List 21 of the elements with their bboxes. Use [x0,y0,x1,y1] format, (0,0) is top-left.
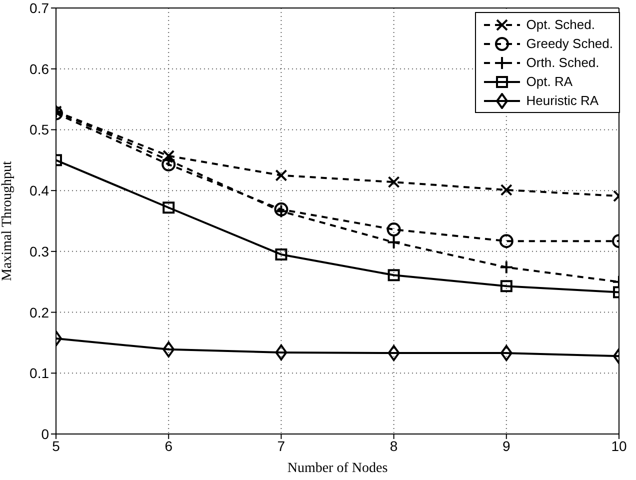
y-axis-title: Maximal Throughput [0,160,15,281]
legend-label: Opt. Sched. [526,17,595,32]
y-tick-label: 0 [41,426,50,442]
y-tick-label: 0.3 [30,243,50,260]
x-tick-label: 8 [390,438,398,454]
y-tick-label: 0.6 [30,60,50,77]
y-tick-label: 0.5 [30,122,50,138]
legend-label: Orth. Sched. [526,55,600,70]
y-tick-label: 0.1 [30,365,50,382]
y-tick-label: 0.4 [30,182,50,199]
y-tick-label: 0.7 [30,0,50,16]
x-tick-label: 9 [502,438,510,454]
y-tick-label: 0.2 [30,304,50,320]
legend-label: Opt. RA [526,74,573,89]
legend-label: Heuristic RA [526,93,599,108]
legend-label: Greedy Sched. [526,36,613,51]
x-axis-title: Number of Nodes [287,461,388,476]
x-tick-label: 6 [164,438,173,454]
x-tick-label: 10 [611,438,627,454]
x-tick-label: 7 [277,438,286,454]
x-tick-label: 5 [52,438,60,454]
